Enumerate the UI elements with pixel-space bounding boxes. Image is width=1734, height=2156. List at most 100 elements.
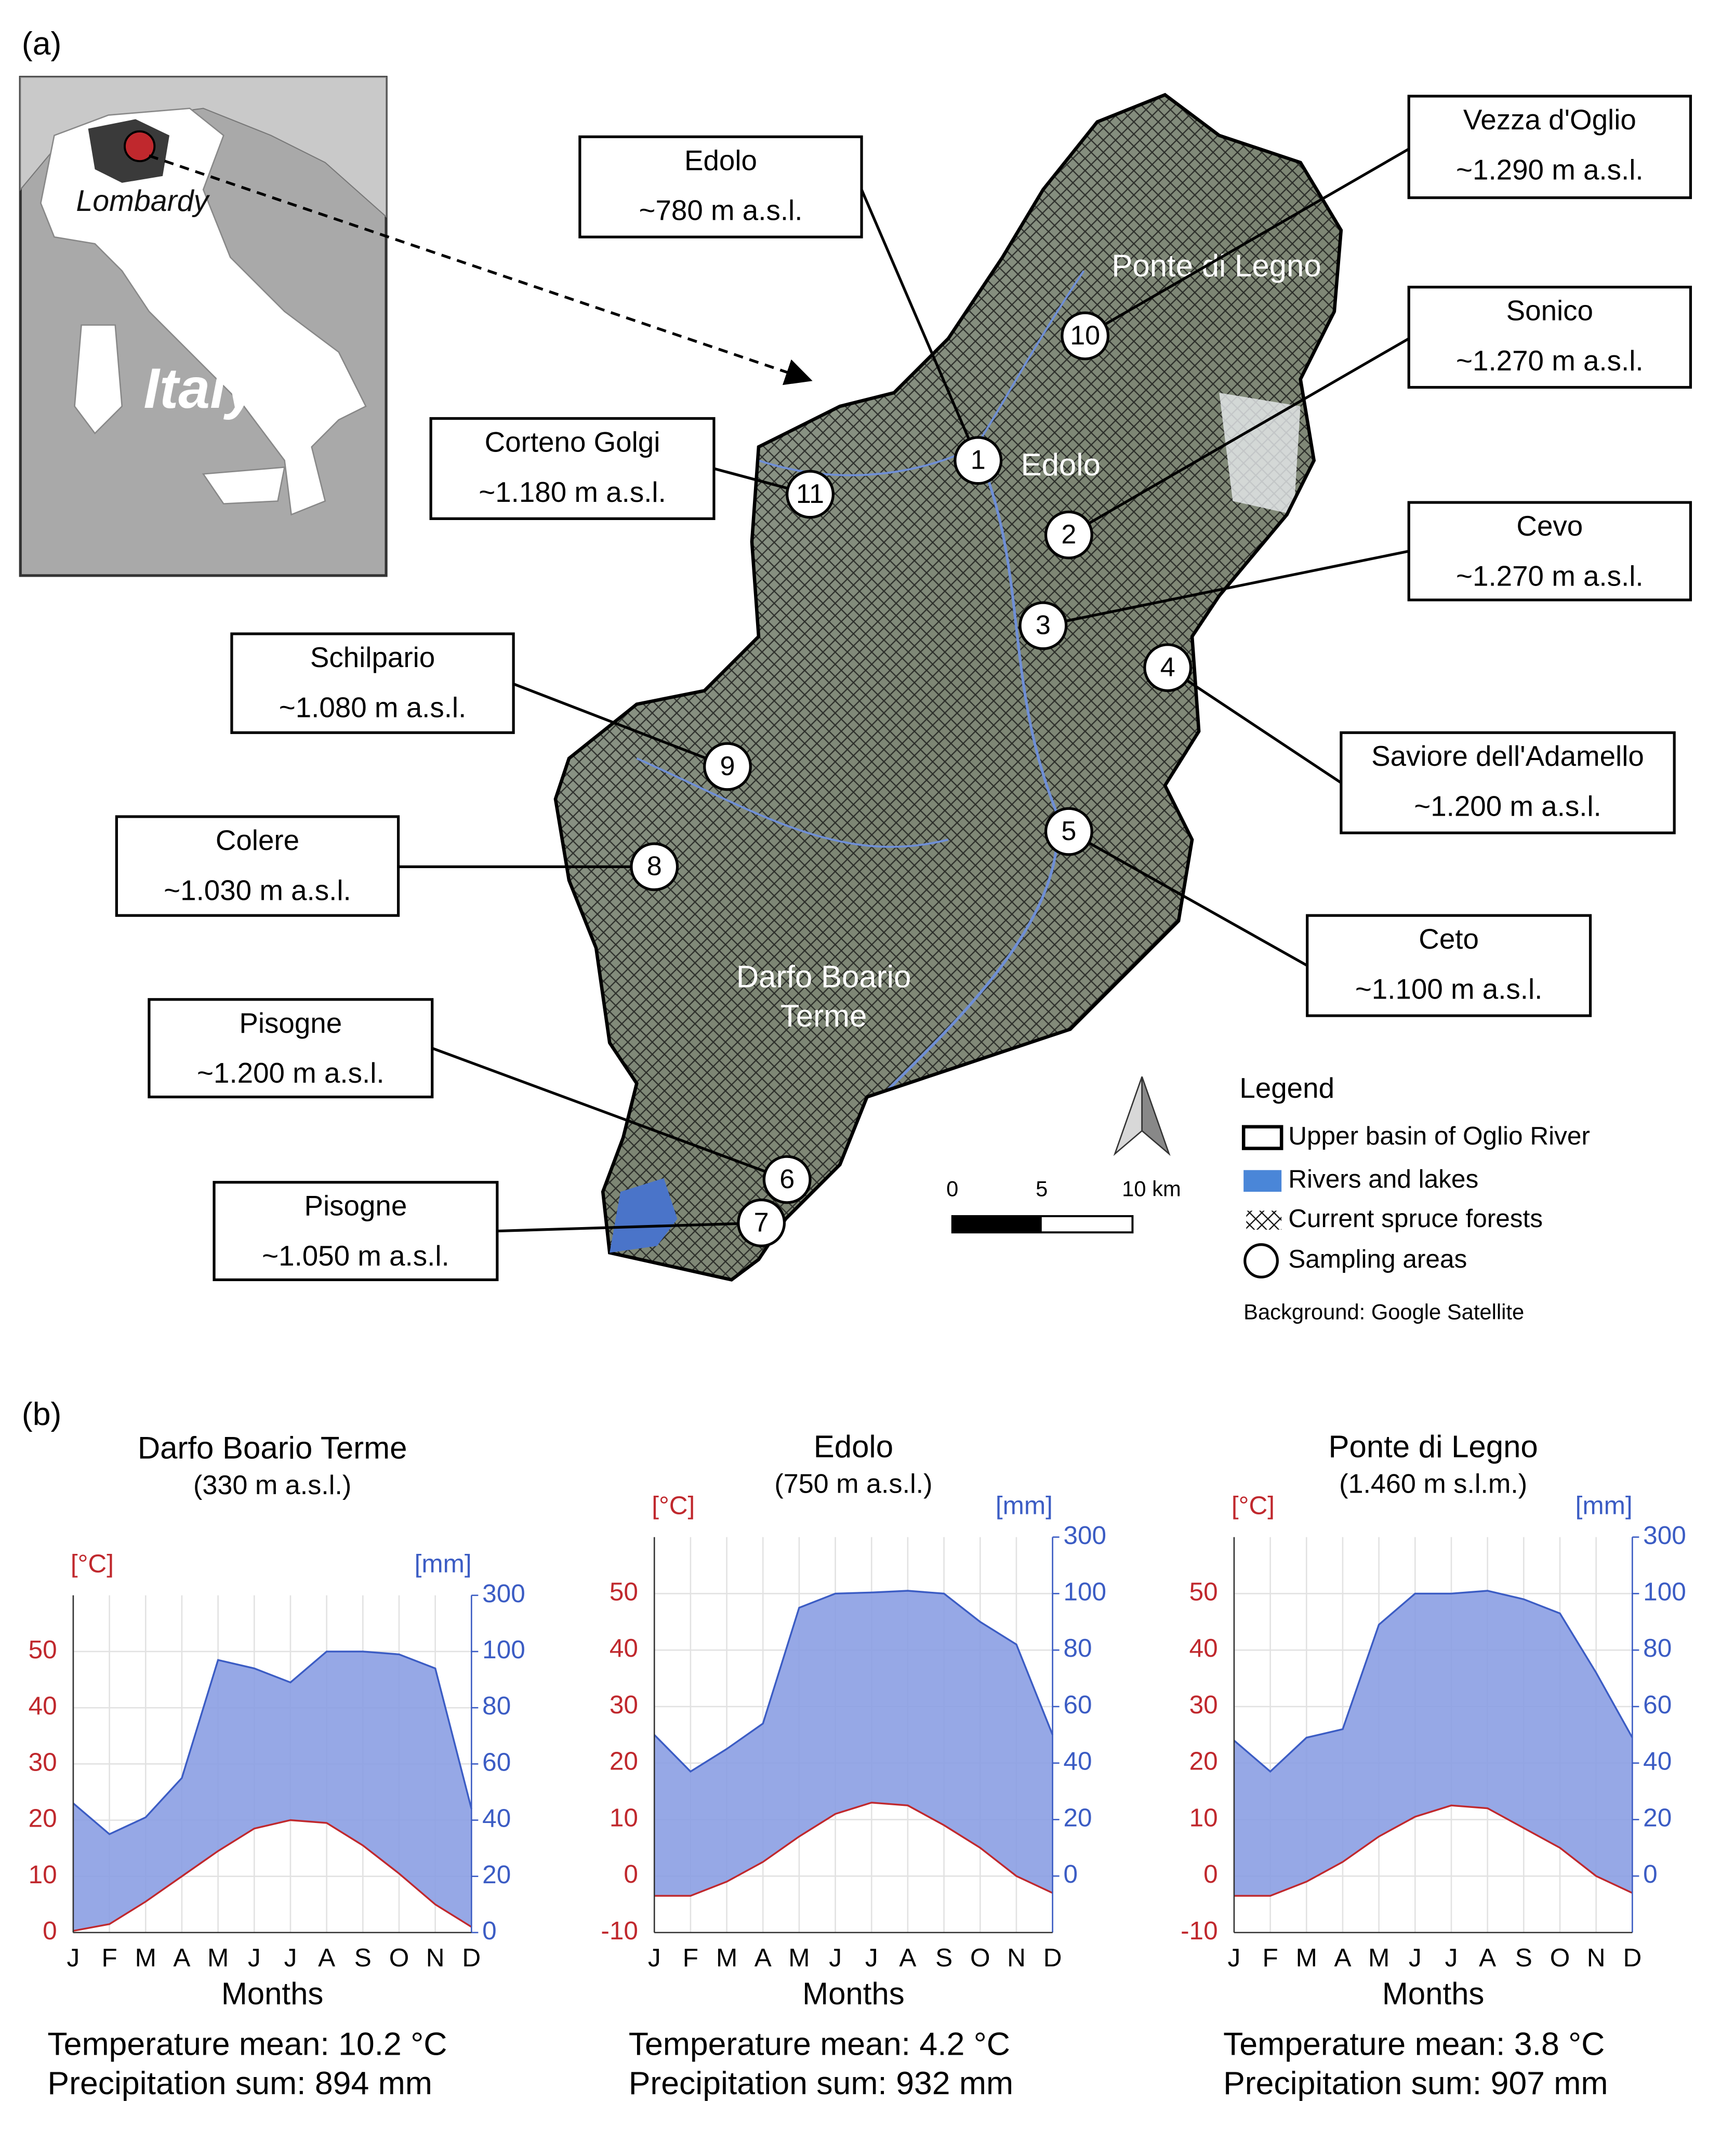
- temperature-line: [654, 1802, 1053, 1897]
- site-name: Cevo: [1516, 510, 1583, 542]
- x-tick-label: A: [755, 1944, 772, 1972]
- annotation: Temperature mean: 4.2 °C: [629, 2026, 1010, 2062]
- y-tick-label: 30: [29, 1748, 57, 1776]
- y-tick-label: 30: [1189, 1691, 1218, 1719]
- scale-label: 5: [1036, 1176, 1048, 1201]
- site-number: 6: [779, 1164, 795, 1194]
- x-tick-label: N: [1007, 1944, 1026, 1972]
- site-elevation: ~1.050 m a.s.l.: [262, 1240, 449, 1272]
- annotation: Temperature mean: 3.8 °C: [1223, 2026, 1605, 2062]
- humid-area: [1234, 1591, 1633, 1896]
- site-number: 3: [1036, 610, 1051, 641]
- chart-title: Edolo: [814, 1429, 893, 1464]
- place-label: Edolo: [1021, 447, 1101, 482]
- x-tick-label: J: [865, 1944, 878, 1972]
- panel-label: (b): [22, 1396, 61, 1432]
- legend-swatch: [1243, 1243, 1279, 1279]
- x-tick-label: A: [1479, 1944, 1496, 1972]
- site-name: Corteno Golgi: [485, 425, 660, 458]
- site-box: [148, 998, 434, 1099]
- x-tick-label: O: [1550, 1944, 1570, 1972]
- place-label: Darfo Boario: [736, 960, 911, 994]
- x-tick-label: J: [829, 1944, 842, 1972]
- y2-axis-title: [mm]: [415, 1550, 472, 1578]
- precipitation-line: [654, 1590, 1054, 1773]
- x-tick-label: J: [1445, 1944, 1458, 1972]
- leader-line: [497, 1221, 762, 1233]
- x-tick-label: J: [648, 1944, 661, 1972]
- x-axis-title: Months: [221, 1976, 324, 2011]
- y2-tick-label: 40: [1643, 1747, 1672, 1776]
- x-tick-label: J: [248, 1944, 261, 1972]
- x-tick-label: D: [462, 1944, 481, 1972]
- site-name: Vezza d'Oglio: [1463, 103, 1636, 136]
- site-elevation: ~1.270 m a.s.l.: [1456, 344, 1644, 377]
- site-number: 9: [720, 751, 735, 781]
- climate-chart: Ponte di Legno (1.460 m s.l.m.) [°C] [mm] -1…: [1181, 1429, 1686, 2101]
- y2-tick-label: 60: [1643, 1691, 1672, 1719]
- site-box: [1407, 95, 1692, 199]
- precipitation-line: [72, 1651, 472, 1835]
- site-marker: [786, 470, 835, 519]
- x-tick-label: J: [1409, 1944, 1422, 1972]
- legend-label: Upper basin of Oglio River: [1288, 1122, 1590, 1150]
- site-box: [115, 815, 400, 917]
- x-tick-label: S: [1515, 1944, 1532, 1972]
- site-number: 5: [1061, 816, 1076, 846]
- site-elevation: ~1.200 m a.s.l.: [1414, 790, 1601, 822]
- y2-tick-label: 60: [1063, 1691, 1092, 1719]
- annotation: Precipitation sum: 907 mm: [1223, 2065, 1608, 2101]
- x-tick-label: A: [899, 1944, 916, 1972]
- site-box: [1340, 731, 1676, 834]
- site-box: [429, 417, 716, 521]
- chart-title: Ponte di Legno: [1329, 1429, 1538, 1464]
- leader-line: [1068, 337, 1410, 536]
- site-elevation: ~1.290 m a.s.l.: [1456, 154, 1644, 186]
- x-tick-label: M: [716, 1944, 737, 1972]
- y2-axis-title: [mm]: [1576, 1491, 1633, 1520]
- leader-line: [1167, 666, 1342, 784]
- x-tick-label: N: [1587, 1944, 1606, 1972]
- y2-tick-label: 0: [1643, 1860, 1658, 1888]
- y-tick-label: 40: [29, 1692, 57, 1720]
- site-marker: [1018, 601, 1068, 650]
- x-tick-label: F: [683, 1944, 698, 1972]
- y-tick-label: -10: [601, 1917, 638, 1945]
- x-tick-label: O: [970, 1944, 990, 1972]
- x-tick-label: M: [207, 1944, 229, 1972]
- annotation: Precipitation sum: 894 mm: [47, 2065, 432, 2101]
- y-tick-label: 20: [610, 1747, 638, 1776]
- y2-tick-label: 20: [482, 1860, 511, 1889]
- climate-chart: Edolo (750 m a.s.l.) [°C] [mm] -10 0 10 20 30 40 5…: [601, 1429, 1106, 2101]
- y-tick-label: 0: [624, 1860, 638, 1888]
- site-name: Pisogne: [305, 1190, 407, 1222]
- site-marker: [737, 1199, 786, 1247]
- leader-line: [1042, 550, 1409, 627]
- site-number: 10: [1070, 321, 1100, 351]
- site-box: [578, 135, 863, 238]
- scale-label: 0: [946, 1176, 958, 1201]
- site-name: Pisogne: [239, 1007, 342, 1039]
- site-elevation: ~1.080 m a.s.l.: [279, 691, 467, 723]
- y-tick-label: 40: [1189, 1634, 1218, 1662]
- y-tick-label: 20: [29, 1804, 57, 1833]
- y-tick-label: 40: [610, 1634, 638, 1662]
- place-label: Terme: [780, 999, 867, 1033]
- x-tick-label: J: [1228, 1944, 1241, 1972]
- site-elevation: ~1.100 m a.s.l.: [1355, 973, 1543, 1005]
- x-tick-label: S: [354, 1944, 372, 1972]
- site-name: Colere: [216, 824, 299, 856]
- legend-swatch: [1243, 1170, 1282, 1192]
- site-marker: [1044, 510, 1093, 560]
- region-label: Lombardy: [76, 184, 210, 218]
- site-box: [1407, 501, 1692, 602]
- y-tick-label: 10: [610, 1803, 638, 1832]
- x-tick-label: M: [135, 1944, 156, 1972]
- x-axis-title: Months: [802, 1976, 905, 2011]
- legend-swatch: [1246, 1210, 1282, 1230]
- y-tick-label: 0: [1203, 1860, 1218, 1888]
- x-tick-label: F: [1262, 1944, 1278, 1972]
- y2-tick-label: 20: [1643, 1803, 1672, 1832]
- y2-tick-label: 100: [482, 1635, 525, 1664]
